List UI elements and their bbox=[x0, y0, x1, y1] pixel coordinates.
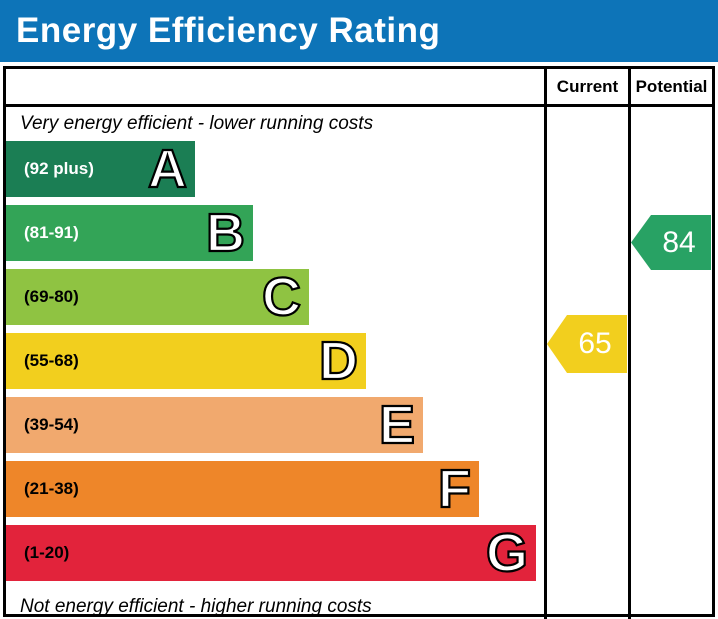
current-rating-arrow: 65 bbox=[547, 315, 627, 373]
column-header-potential: Potential bbox=[628, 69, 712, 104]
band-d: (55-68) D bbox=[6, 333, 366, 389]
band-b-letter: B bbox=[205, 203, 246, 263]
band-d-range: (55-68) bbox=[24, 351, 79, 370]
band-a: (92 plus) A bbox=[6, 141, 195, 197]
band-b-range: (81-91) bbox=[24, 223, 79, 242]
potential-rating-arrow: 84 bbox=[631, 215, 711, 270]
bottom-note: Not energy efficient - higher running co… bbox=[20, 595, 372, 617]
band-a-range: (92 plus) bbox=[24, 159, 94, 178]
band-f-letter: F bbox=[437, 459, 472, 519]
band-a-letter: A bbox=[147, 139, 188, 199]
band-e-range: (39-54) bbox=[24, 415, 79, 434]
band-c-letter: C bbox=[261, 267, 302, 327]
page-title: Energy Efficiency Rating bbox=[16, 11, 441, 50]
band-c-range: (69-80) bbox=[24, 287, 79, 306]
title-bar: Energy Efficiency Rating bbox=[0, 0, 718, 62]
band-g-letter: G bbox=[485, 523, 529, 583]
header-chart-spacer bbox=[6, 69, 544, 104]
current-column: 65 bbox=[544, 107, 628, 619]
top-note: Very energy efficient - lower running co… bbox=[20, 113, 374, 134]
band-e-letter: E bbox=[378, 395, 416, 455]
current-rating-value: 65 bbox=[578, 327, 612, 360]
potential-column: 84 bbox=[628, 107, 712, 619]
band-g: (1-20) G bbox=[6, 525, 536, 581]
table-body: Very energy efficient - lower running co… bbox=[6, 107, 712, 619]
band-c: (69-80) C bbox=[6, 269, 309, 325]
potential-rating-value: 84 bbox=[662, 225, 696, 259]
band-f-range: (21-38) bbox=[24, 479, 79, 498]
band-g-range: (1-20) bbox=[24, 543, 70, 562]
band-b: (81-91) B bbox=[6, 205, 253, 261]
column-header-current: Current bbox=[544, 69, 628, 104]
table-header-row: Current Potential bbox=[6, 69, 712, 107]
band-e: (39-54) E bbox=[6, 397, 423, 453]
rating-scale-column: Very energy efficient - lower running co… bbox=[6, 107, 544, 619]
energy-rating-table: Current Potential Very energy efficient … bbox=[3, 66, 715, 619]
band-f: (21-38) F bbox=[6, 461, 479, 517]
band-d-letter: D bbox=[318, 331, 359, 391]
